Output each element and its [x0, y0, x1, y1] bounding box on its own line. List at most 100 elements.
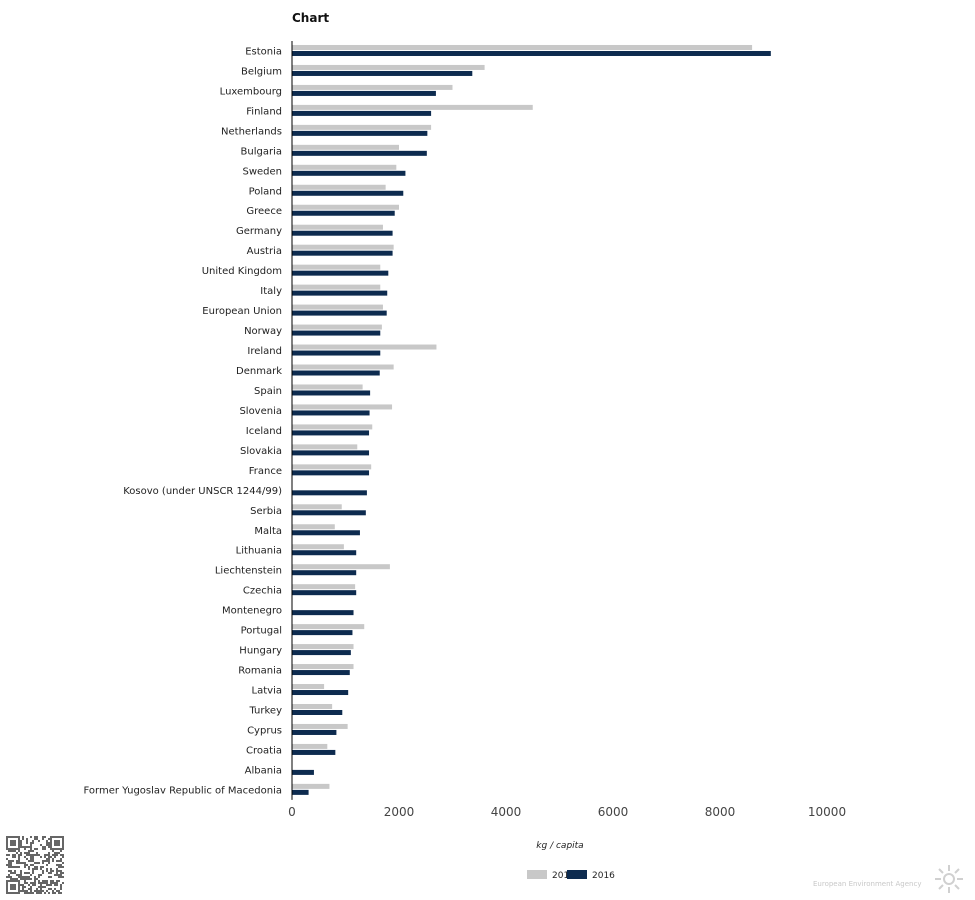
y-tick-label: Cyprus	[247, 725, 282, 736]
y-tick-label: Malta	[254, 526, 282, 537]
bar-2016	[292, 470, 370, 476]
y-tick-label: Montenegro	[222, 606, 282, 617]
bar-2016	[292, 550, 357, 556]
bar-2010	[292, 684, 325, 690]
bar-2010	[292, 464, 372, 470]
bar-2010	[292, 384, 363, 390]
y-tick-label: Hungary	[239, 646, 282, 657]
bar-2010	[292, 164, 397, 170]
bar-2016	[292, 690, 349, 696]
bar-2016	[292, 290, 388, 296]
bar-2016	[292, 729, 337, 735]
bar-2016	[292, 90, 436, 96]
y-tick-label: Liechtenstein	[215, 566, 282, 577]
bar-2010	[292, 504, 342, 510]
y-tick-label: Austria	[247, 246, 282, 257]
legend-swatch-2010	[527, 870, 547, 879]
bar-2016	[292, 650, 351, 656]
bar-2010	[292, 624, 365, 630]
qr-code	[6, 836, 64, 894]
bar-2010	[292, 324, 382, 330]
bar-2010	[292, 64, 485, 70]
y-tick-label: Croatia	[246, 745, 282, 756]
y-tick-label: Portugal	[241, 626, 282, 637]
bar-2016	[292, 670, 350, 676]
bar-2016	[292, 590, 357, 596]
y-tick-label: Serbia	[250, 506, 282, 517]
bar-2010	[292, 584, 356, 590]
y-tick-label: Czechia	[243, 586, 282, 597]
x-tick-label: 4000	[491, 805, 522, 819]
bar-2016	[292, 749, 336, 755]
bar-2010	[292, 444, 358, 450]
bar-2010	[292, 284, 381, 290]
bar-2016	[292, 390, 371, 396]
bars-layer	[292, 44, 771, 795]
y-tick-label: Ireland	[247, 346, 282, 357]
y-tick-label: United Kingdom	[202, 266, 282, 277]
bar-2010	[292, 184, 386, 190]
bar-2016	[292, 210, 395, 216]
bar-2016	[292, 530, 360, 536]
x-tick-label: 2000	[384, 805, 415, 819]
y-tick-label: European Union	[202, 306, 282, 317]
legend: 2010 2016	[527, 870, 615, 881]
y-tick-label: Kosovo (under UNSCR 1244/99)	[123, 486, 282, 497]
bar-2010	[292, 124, 432, 130]
bar-2016	[292, 510, 366, 516]
x-tick-label: 8000	[705, 805, 736, 819]
bar-2010	[292, 564, 390, 570]
x-tick-label: 10000	[808, 805, 846, 819]
bar-2010	[292, 404, 393, 410]
bar-2016	[292, 769, 314, 775]
y-tick-label: Spain	[254, 386, 282, 397]
y-tick-label: Estonia	[245, 46, 282, 57]
bar-2010	[292, 364, 394, 370]
y-tick-label: Denmark	[236, 366, 282, 377]
y-tick-label: Slovenia	[239, 406, 282, 417]
bar-2016	[292, 230, 393, 236]
y-tick-label: Poland	[249, 186, 282, 197]
bar-2016	[292, 370, 380, 376]
bar-2016	[292, 110, 432, 116]
y-tick-label: Sweden	[242, 166, 282, 177]
bar-2016	[292, 789, 309, 795]
bar-2010	[292, 783, 330, 789]
y-tick-label: Iceland	[246, 426, 282, 437]
chart-title: Chart	[292, 11, 330, 25]
bar-2010	[292, 644, 354, 650]
bar-2010	[292, 664, 354, 670]
qr-pattern	[6, 836, 64, 894]
bar-2010	[292, 743, 328, 749]
bar-2016	[292, 50, 771, 56]
x-axis-title: kg / capita	[536, 841, 583, 851]
bar-2010	[292, 264, 381, 270]
bar-2010	[292, 344, 437, 350]
x-axis-labels: 0 2000 4000 6000 8000 10000	[288, 805, 846, 819]
bar-2016	[292, 350, 381, 356]
bar-2016	[292, 709, 343, 715]
y-tick-label: Luxembourg	[220, 86, 282, 97]
y-tick-label: Albania	[245, 765, 282, 776]
y-tick-label: Netherlands	[221, 126, 282, 137]
bar-2016	[292, 490, 367, 496]
bar-2016	[292, 190, 404, 196]
y-tick-label: Bulgaria	[241, 146, 282, 157]
eea-logo: European Environment Agency	[813, 865, 963, 893]
legend-label-2016: 2016	[592, 871, 615, 881]
bar-2010	[292, 104, 533, 110]
bar-2016	[292, 570, 357, 576]
y-tick-label: Germany	[236, 226, 282, 237]
bar-2010	[292, 244, 394, 250]
eea-brand-text: European Environment Agency	[813, 880, 922, 888]
bar-2016	[292, 410, 370, 416]
bar-2016	[292, 70, 473, 76]
bar-2016	[292, 270, 389, 276]
x-tick-label: 6000	[598, 805, 629, 819]
bar-2010	[292, 44, 753, 50]
bar-2016	[292, 150, 427, 156]
bar-2010	[292, 723, 348, 729]
y-tick-label: Finland	[246, 106, 282, 117]
legend-label-2010: 2010	[552, 871, 575, 881]
